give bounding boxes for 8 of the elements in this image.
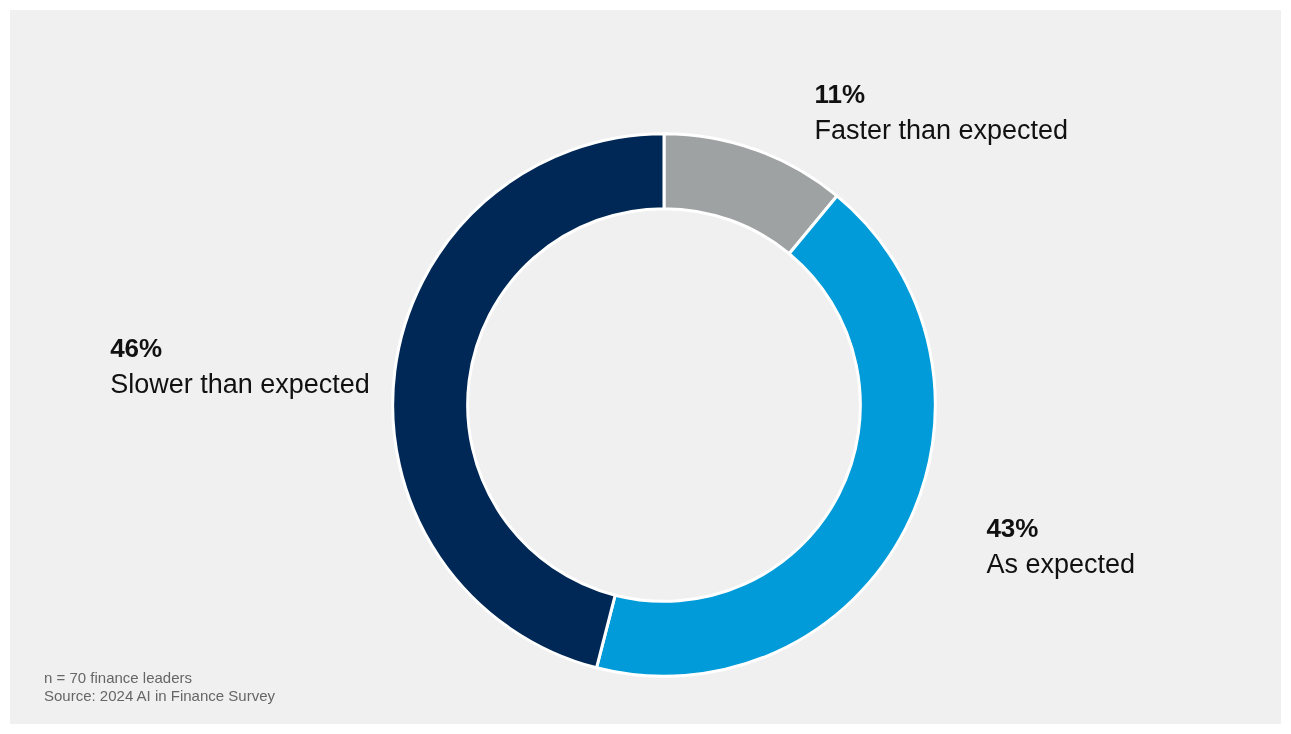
text: n = 70 finance leaders: [44, 669, 193, 686]
slice-label: Faster than expected: [814, 115, 1069, 146]
slice-label: Slower than expected: [110, 368, 370, 399]
data-label: 46%: [110, 332, 163, 363]
data-label: 11%: [814, 79, 866, 110]
slice-label: As expected: [986, 549, 1135, 580]
source-note: Source: 2024 AI in Finance Survey: [44, 687, 276, 704]
data-label: 43%: [986, 513, 1039, 544]
